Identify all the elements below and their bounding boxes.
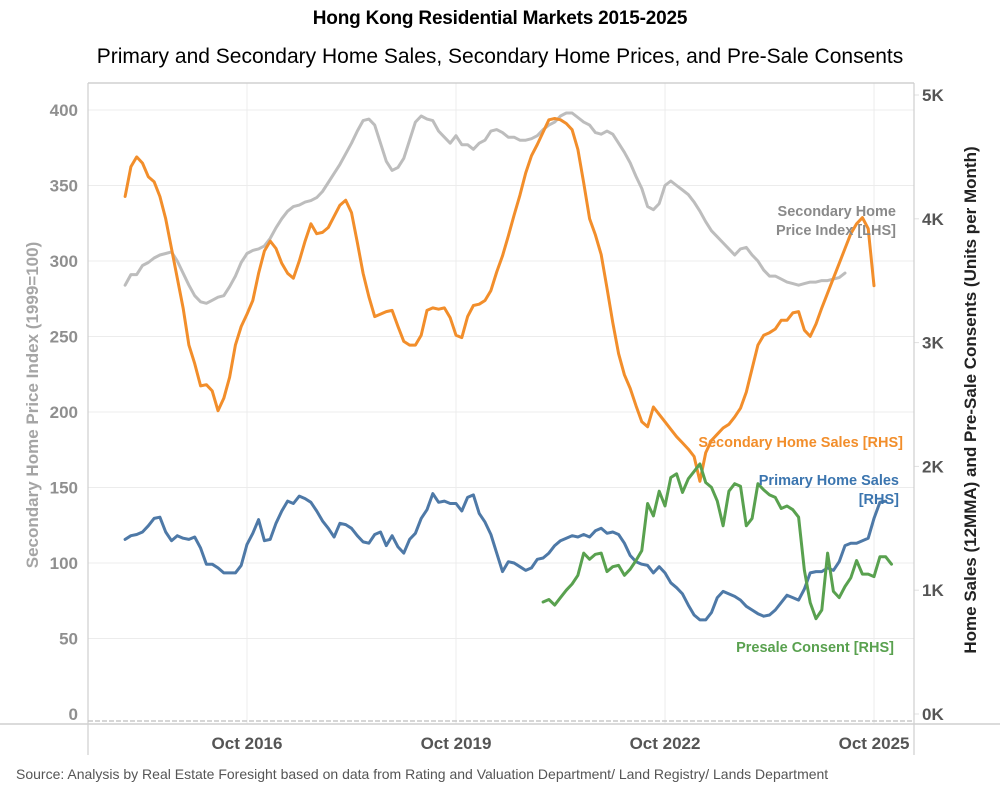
series-lines	[123, 111, 893, 622]
series-annotation: Presale Consent [RHS]	[736, 640, 894, 656]
series-annotation: Secondary Home Price Index [LHS]	[776, 204, 896, 239]
series-line-presale-consent	[541, 462, 893, 621]
x-axis-tick-label: Oct 2025	[839, 734, 910, 753]
left-axis-tick-label: 200	[50, 403, 78, 422]
annotation-line: Presale Consent [RHS]	[736, 640, 894, 656]
annotation-line: Price Index [LHS]	[776, 223, 896, 239]
annotation-line: Secondary Home Sales [RHS]	[698, 435, 903, 451]
series-line-secondary-home-sales	[123, 117, 876, 483]
left-axis-title: Secondary Home Price Index (1999=100)	[23, 242, 42, 568]
left-axis-tick-label: 100	[50, 554, 78, 573]
axes: 0 50 100 150 200 250 300 350 400 0K 1K 2K 3K 4K 5K Oct …	[0, 82, 1000, 755]
right-axis-tick-label: 3K	[922, 334, 944, 353]
series-annotation: Primary Home Sales [RHS]	[759, 473, 899, 508]
chart-title: Hong Kong Residential Markets 2015-2025	[312, 8, 688, 29]
chart-source-note: Source: Analysis by Real Estate Foresigh…	[16, 766, 829, 782]
right-axis-tick-label: 0K	[922, 705, 944, 724]
series-annotations: Secondary Home Price Index [LHS]Secondary…	[698, 204, 903, 656]
x-axis-tick-label: Oct 2016	[212, 734, 283, 753]
left-axis-tick-label: 0	[69, 705, 78, 724]
annotation-line: [RHS]	[859, 492, 899, 508]
left-axis-tick-label: 50	[59, 630, 78, 649]
right-axis-title: Home Sales (12MMA) and Pre-Sale Consents…	[961, 146, 980, 653]
gridlines	[88, 83, 919, 724]
left-axis-tick-label: 400	[50, 101, 78, 120]
right-axis-tick-label: 1K	[922, 581, 944, 600]
right-axis-tick-label: 4K	[922, 210, 944, 229]
series-annotation: Secondary Home Sales [RHS]	[698, 435, 903, 451]
right-axis-tick-label: 5K	[922, 86, 944, 105]
left-axis-tick-label: 300	[50, 252, 78, 271]
series-line-primary-home-sales	[123, 492, 888, 622]
annotation-line: Secondary Home	[778, 204, 896, 220]
x-axis-tick-label: Oct 2019	[421, 734, 492, 753]
chart-subtitle: Primary and Secondary Home Sales, Second…	[96, 45, 904, 68]
right-axis-tick-label: 2K	[922, 457, 944, 476]
annotation-line: Primary Home Sales	[759, 473, 899, 489]
left-axis-tick-label: 350	[50, 177, 78, 196]
left-axis-tick-label: 250	[50, 328, 78, 347]
x-axis-tick-label: Oct 2022	[630, 734, 701, 753]
left-axis-tick-label: 150	[50, 479, 78, 498]
series-line-secondary-home-price-index	[123, 111, 847, 305]
